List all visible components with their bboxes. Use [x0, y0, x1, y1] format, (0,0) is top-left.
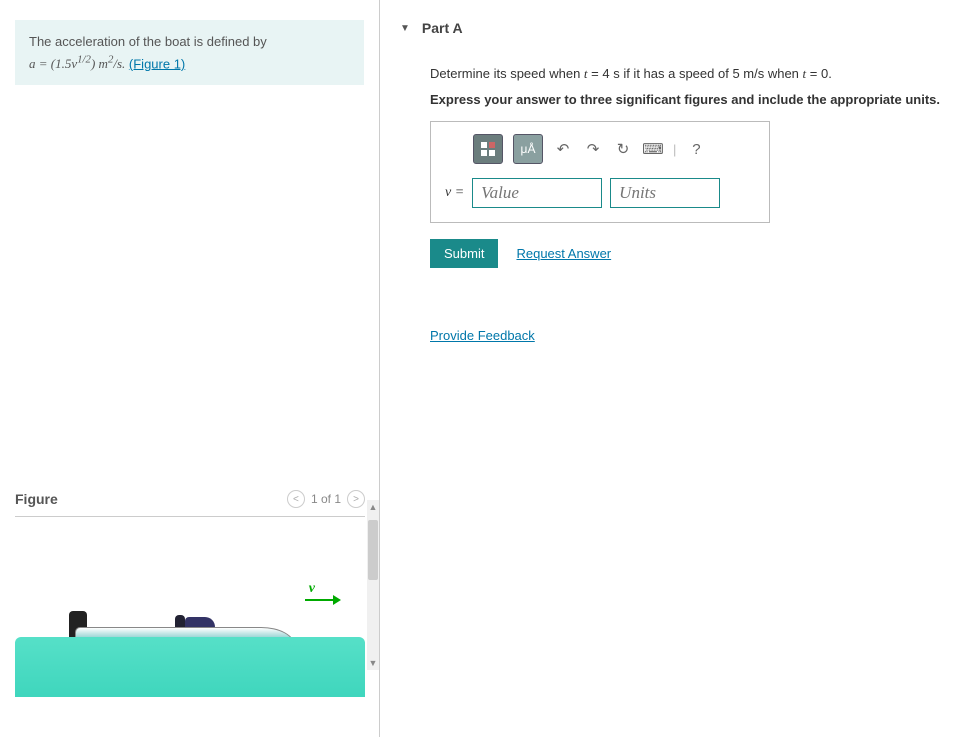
submit-button[interactable]: Submit — [430, 239, 498, 268]
problem-equation: a = (1.5v1/2) m2/s. — [29, 56, 125, 71]
velocity-arrow — [305, 599, 335, 601]
help-button[interactable]: ? — [686, 139, 706, 159]
provide-feedback-link[interactable]: Provide Feedback — [430, 328, 535, 343]
request-answer-link[interactable]: Request Answer — [516, 246, 611, 261]
part-header[interactable]: ▼ Part A — [400, 20, 948, 36]
question-body: Determine its speed when t = 4 s if it h… — [430, 66, 948, 343]
water-graphic — [15, 637, 365, 697]
templates-icon — [480, 141, 496, 157]
answer-box: μÅ ↶ ↷ ↻ ⌨ | ? v = — [430, 121, 770, 223]
problem-statement: The acceleration of the boat is defined … — [15, 20, 364, 85]
figure-next-button[interactable]: > — [347, 490, 365, 508]
figure-nav-label: 1 of 1 — [311, 492, 341, 506]
value-input[interactable] — [472, 178, 602, 208]
symbols-button[interactable]: μÅ — [513, 134, 543, 164]
scroll-down-icon[interactable]: ▼ — [367, 656, 379, 670]
scroll-up-icon[interactable]: ▲ — [367, 500, 379, 514]
figure-prev-button[interactable]: < — [287, 490, 305, 508]
velocity-label: v — [309, 581, 315, 597]
problem-text: The acceleration of the boat is defined … — [29, 34, 267, 49]
figure-scrollbar[interactable]: ▲ ▼ — [367, 500, 379, 670]
figure-title: Figure — [15, 491, 58, 507]
redo-button[interactable]: ↷ — [583, 139, 603, 159]
figure-nav: < 1 of 1 > — [287, 490, 365, 508]
keyboard-button[interactable]: ⌨ — [643, 139, 663, 159]
figure-header: Figure < 1 of 1 > — [15, 490, 365, 517]
part-label: Part A — [422, 20, 463, 36]
answer-toolbar: μÅ ↶ ↷ ↻ ⌨ | ? — [473, 134, 755, 164]
variable-label: v = — [445, 185, 464, 201]
toolbar-separator: | — [673, 142, 676, 157]
input-row: v = — [445, 178, 755, 208]
undo-button[interactable]: ↶ — [553, 139, 573, 159]
left-panel: The acceleration of the boat is defined … — [0, 0, 380, 737]
figure-image: v — [15, 527, 365, 697]
collapse-caret-icon: ▼ — [400, 23, 410, 34]
right-panel: ▼ Part A Determine its speed when t = 4 … — [400, 20, 948, 343]
reset-button[interactable]: ↻ — [613, 139, 633, 159]
figure-section: Figure < 1 of 1 > v — [15, 490, 365, 697]
templates-button[interactable] — [473, 134, 503, 164]
submit-row: Submit Request Answer — [430, 239, 948, 268]
scroll-thumb[interactable] — [368, 520, 378, 580]
units-input[interactable] — [610, 178, 720, 208]
velocity-arrow-head — [333, 595, 341, 605]
question-text: Determine its speed when t = 4 s if it h… — [430, 66, 948, 82]
instruction-text: Express your answer to three significant… — [430, 92, 948, 107]
feedback-section: Provide Feedback — [430, 328, 948, 343]
figure-link[interactable]: (Figure 1) — [129, 56, 185, 71]
